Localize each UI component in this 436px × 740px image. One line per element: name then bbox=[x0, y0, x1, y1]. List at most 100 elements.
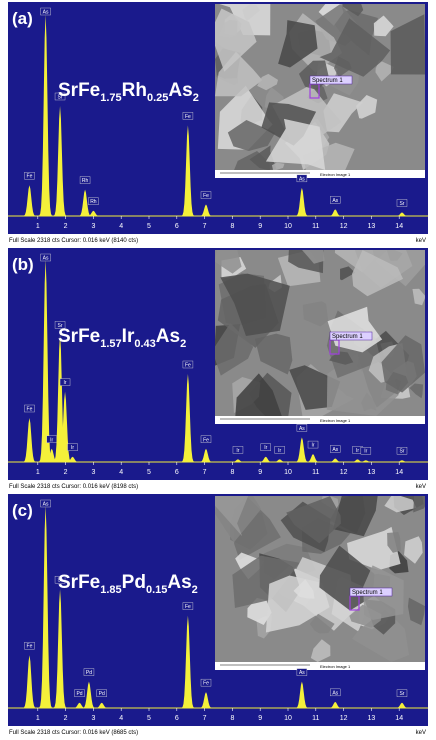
x-tick-label: 14 bbox=[395, 223, 403, 230]
sem-grain bbox=[409, 383, 424, 399]
peak bbox=[191, 204, 221, 216]
sem-grain bbox=[327, 306, 383, 353]
x-tick-label: 5 bbox=[147, 223, 151, 230]
x-tick-label: 2 bbox=[64, 469, 68, 476]
peak-label: As bbox=[299, 670, 305, 676]
peak bbox=[45, 334, 75, 462]
peak-tag bbox=[67, 443, 78, 451]
panel: Electron Image 1 Spectrum 1 Fe As Sr Pd Pd Pd Fe… bbox=[8, 494, 428, 736]
image-label: Electron Image 1 bbox=[320, 172, 351, 177]
x-tick-label: 14 bbox=[395, 715, 403, 722]
peak bbox=[65, 702, 94, 708]
sem-grain bbox=[249, 145, 277, 170]
peak-tag bbox=[296, 668, 308, 676]
sem-grain bbox=[333, 496, 378, 537]
peak-label: Ir bbox=[64, 380, 67, 386]
formula-subscript: 1.57 bbox=[100, 338, 121, 350]
sem-grain bbox=[407, 597, 425, 626]
sem-footer bbox=[215, 662, 425, 670]
peak bbox=[31, 14, 60, 217]
x-tick-label: 10 bbox=[284, 715, 292, 722]
sem-grain bbox=[254, 333, 293, 375]
sem-grain bbox=[215, 496, 249, 537]
panel-label: (b) bbox=[12, 255, 34, 274]
peak bbox=[50, 391, 80, 462]
peak-tag bbox=[24, 171, 35, 180]
sem-grain bbox=[232, 555, 300, 609]
formula: SrFe1.75Rh0.25As2 bbox=[58, 80, 199, 104]
sem-grain bbox=[265, 118, 326, 170]
sem-grain bbox=[265, 575, 330, 633]
formula: SrFe1.57Ir0.43As2 bbox=[58, 326, 186, 350]
peak bbox=[320, 209, 350, 216]
x-tick-label: 4 bbox=[119, 223, 123, 230]
peak-tag bbox=[330, 445, 341, 453]
formula-part: Pd bbox=[122, 572, 146, 593]
peak-label: Fe bbox=[185, 114, 191, 120]
x-tick-label: 7 bbox=[203, 223, 207, 230]
sem-grain bbox=[219, 4, 271, 36]
x-tick-label: 2 bbox=[64, 223, 68, 230]
peak bbox=[79, 210, 108, 216]
sem-grain bbox=[293, 579, 315, 599]
peak-label: Rh bbox=[82, 178, 89, 184]
peak-tag bbox=[232, 446, 244, 454]
panel-label: (c) bbox=[12, 501, 33, 520]
peak bbox=[343, 459, 372, 462]
peak bbox=[31, 259, 60, 462]
peak-tag bbox=[54, 321, 66, 329]
sem-grain bbox=[412, 288, 425, 306]
x-tick-label: 8 bbox=[230, 715, 234, 722]
peak-tag bbox=[200, 678, 212, 687]
peak bbox=[387, 702, 417, 708]
peak-label: Ir bbox=[50, 437, 53, 443]
image-label: Electron Image 1 bbox=[320, 418, 351, 423]
spectrum-tag bbox=[349, 587, 393, 597]
peak-label: As bbox=[332, 198, 338, 204]
peak-label: As bbox=[43, 502, 49, 508]
peak-tag bbox=[200, 435, 212, 443]
spectrum-label: Spectrum 1 bbox=[312, 78, 343, 84]
peak bbox=[287, 681, 317, 708]
peak-tag bbox=[96, 689, 107, 697]
x-unit: keV bbox=[416, 238, 426, 244]
image-label: Electron Image 1 bbox=[320, 664, 351, 669]
panel: Electron Image 1 Spectrum 1 Fe As Sr Rh Rh Fe Fe… bbox=[8, 2, 428, 244]
peak bbox=[15, 655, 44, 708]
footer: Full Scale 2318 cts Cursor: 0.016 keV (8… bbox=[9, 484, 138, 490]
sem-grain bbox=[302, 250, 325, 264]
sem-grain bbox=[215, 8, 257, 72]
peak bbox=[351, 460, 381, 462]
x-unit: keV bbox=[416, 484, 426, 490]
sem-grain bbox=[220, 273, 290, 337]
peak-tag bbox=[360, 447, 372, 455]
x-tick-label: 12 bbox=[340, 715, 348, 722]
peak bbox=[31, 505, 60, 708]
peak-label: As bbox=[43, 10, 49, 16]
spectrum-tag bbox=[329, 331, 373, 341]
x-tick-label: 9 bbox=[258, 469, 262, 476]
peak bbox=[58, 456, 87, 462]
sem-grain bbox=[215, 250, 242, 274]
peak-label: Ir bbox=[311, 443, 314, 449]
x-tick-label: 4 bbox=[119, 715, 123, 722]
x-tick-label: 6 bbox=[175, 469, 179, 476]
peak-label: Pd bbox=[76, 691, 82, 697]
sem-grain bbox=[390, 14, 425, 76]
peak bbox=[173, 615, 203, 708]
peak-label: Sr bbox=[58, 94, 63, 100]
peak-tag bbox=[274, 446, 285, 454]
peak-label: Rh bbox=[90, 199, 97, 205]
sem-grain bbox=[215, 323, 254, 376]
peak bbox=[287, 187, 317, 216]
formula-subscript: 1.75 bbox=[100, 92, 121, 104]
x-tick-label: 7 bbox=[203, 715, 207, 722]
peak-tag bbox=[24, 404, 35, 413]
peak-tag bbox=[396, 689, 408, 697]
peak-label: Pd bbox=[99, 691, 105, 697]
formula-subscript: 2 bbox=[193, 92, 199, 104]
x-tick-label: 6 bbox=[175, 223, 179, 230]
peak-tag bbox=[330, 196, 341, 204]
peak bbox=[15, 185, 44, 216]
peak-label: As bbox=[299, 426, 305, 432]
